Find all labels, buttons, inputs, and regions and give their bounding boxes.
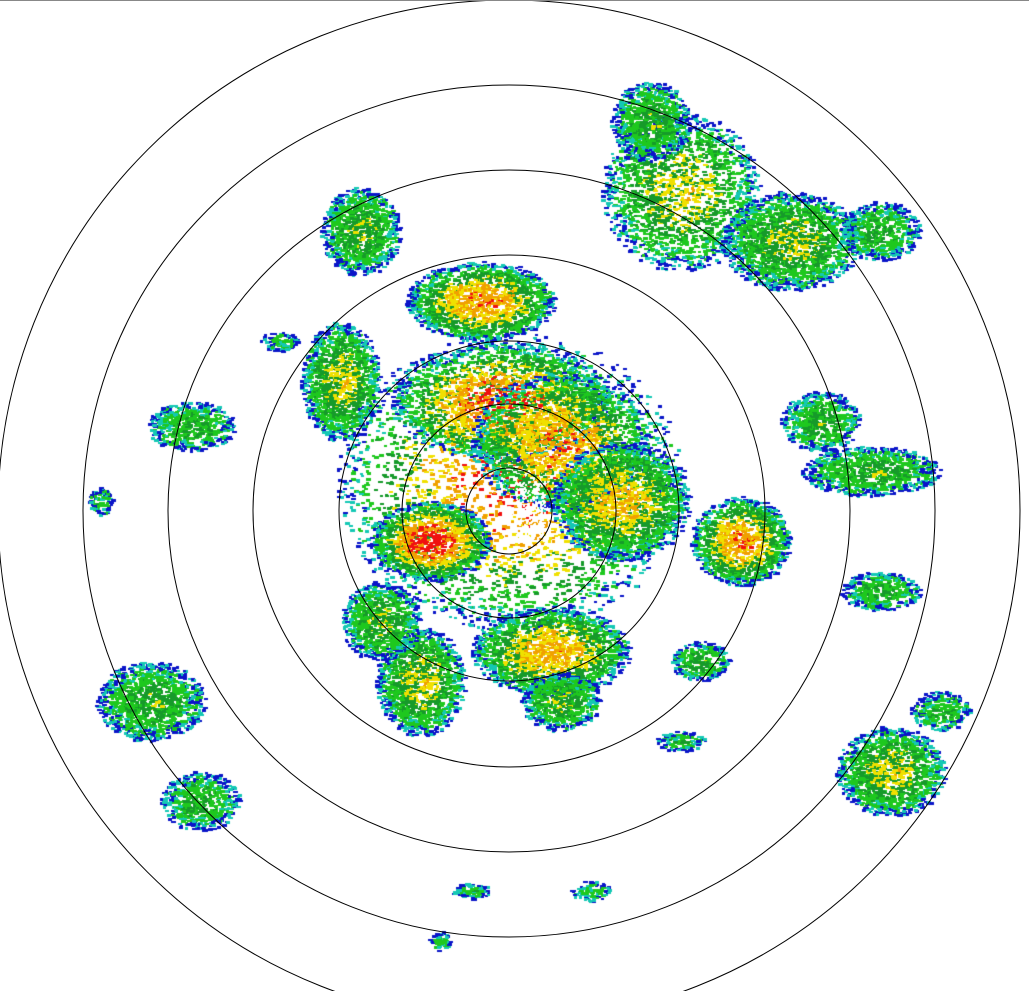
range-ring-2 — [401, 403, 617, 619]
range-ring-6 — [82, 84, 936, 938]
range-ring-1 — [465, 467, 553, 555]
range-ring-3 — [338, 340, 680, 682]
range-ring-5 — [167, 169, 851, 853]
range-ring-4 — [252, 254, 766, 768]
